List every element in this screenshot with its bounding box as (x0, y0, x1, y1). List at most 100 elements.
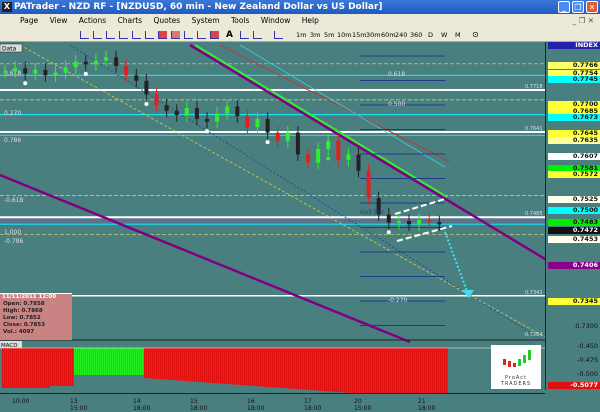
timeframe-3m[interactable]: 3m (310, 31, 321, 39)
macd-bar (394, 348, 396, 393)
macd-bar (272, 348, 274, 388)
macd-bar (356, 348, 358, 393)
timeframe-240[interactable]: 240 (395, 31, 408, 39)
close-button[interactable]: ✕ (586, 1, 598, 13)
timeframe-60m[interactable]: 60m (381, 31, 396, 39)
macd-bar (440, 348, 442, 393)
timeframe-W[interactable]: W (441, 31, 448, 39)
menu-system[interactable]: System (191, 16, 220, 25)
macd-bar (262, 348, 264, 387)
channel-tool-icon[interactable] (106, 31, 115, 39)
macd-bar (66, 348, 68, 386)
time-axis[interactable]: 10:00 13 15:00 14 18:00 15 18:00 16 18:00 17 … (0, 393, 545, 412)
timeframe-D[interactable]: D (428, 31, 434, 39)
macd-bar (424, 348, 426, 393)
timeframe-1m[interactable]: 1m (296, 31, 307, 39)
macd-bar (90, 348, 92, 375)
candle-body (33, 69, 38, 74)
trendline-tool-icon[interactable] (119, 31, 128, 39)
clock-icon[interactable]: ⊙ (472, 30, 479, 39)
macd-bar (70, 348, 72, 386)
rect-tool-icon[interactable] (158, 31, 167, 39)
timeframe-M[interactable]: M (455, 31, 461, 39)
green-trendline (194, 44, 448, 198)
menu-tools[interactable]: Tools (230, 16, 250, 25)
candle-body (285, 132, 290, 141)
macd-bar (150, 348, 152, 379)
macd-bar (144, 348, 146, 379)
menu-window[interactable]: Window (260, 16, 291, 25)
macd-bar (290, 348, 292, 389)
price-label: 0.7453 (548, 236, 600, 243)
macd-bar (138, 348, 140, 375)
menu-view[interactable]: View (49, 16, 68, 25)
price-chart[interactable]: 0.270 0.786 -0.618 1.000 -0.786 0.618 0.618 0.5… (0, 42, 545, 393)
fan-tool-icon[interactable] (132, 31, 141, 39)
menu-page[interactable]: Page (20, 16, 39, 25)
line-tool-icon[interactable] (93, 31, 102, 39)
fib-tool-icon[interactable] (145, 31, 154, 39)
candle-body (164, 105, 169, 111)
macd-bar (132, 348, 134, 375)
time-tick: 16 18:00 (247, 398, 265, 412)
cursor-tool-icon[interactable] (80, 31, 89, 39)
candle-body (23, 68, 28, 74)
candle-body (124, 66, 129, 76)
macd-bar (426, 348, 428, 393)
macd-bar (86, 348, 88, 375)
minimize-button[interactable]: _ (558, 1, 570, 13)
menu-charts[interactable]: Charts (117, 16, 143, 25)
macd-bar (348, 348, 350, 393)
macd-bar (92, 348, 94, 375)
macd-bar (100, 348, 102, 375)
timeframe-30m[interactable]: 30m (366, 31, 381, 39)
candle-body (275, 132, 280, 141)
macd-bar (106, 348, 108, 375)
macd-bar (328, 348, 330, 392)
macd-bar (376, 348, 378, 393)
macd-bar (306, 348, 308, 390)
macd-bar (366, 348, 368, 393)
macd-bar (176, 348, 178, 381)
signal-dot (386, 230, 391, 235)
cycle-tool-icon[interactable] (197, 31, 206, 39)
macd-bar (380, 348, 382, 393)
text-tool-icon[interactable]: A (226, 30, 233, 40)
timeframe-360[interactable]: 360 (410, 31, 423, 39)
macd-bar (444, 348, 446, 393)
mdi-controls[interactable]: _ ❐ ✕ (572, 16, 594, 25)
menu-help[interactable]: Help (301, 16, 319, 25)
macd-bar (84, 348, 86, 375)
marker-tool-icon[interactable] (210, 31, 219, 39)
macd-bar (118, 348, 120, 375)
macd-bar (180, 348, 182, 381)
info-datetime: 11/11/2011 12:00 (0, 293, 72, 301)
macd-bar (320, 348, 322, 391)
timeframe-10m[interactable]: 10m (337, 31, 352, 39)
menu-quotes[interactable]: Quotes (153, 16, 181, 25)
macd-bar (286, 348, 288, 389)
fib-ret-tool-icon[interactable] (253, 31, 262, 39)
menu-actions[interactable]: Actions (78, 16, 107, 25)
macd-bar (74, 348, 76, 375)
fib-label: -0.786 (4, 238, 24, 245)
timeframe-5m[interactable]: 5m (324, 31, 335, 39)
rect2-tool-icon[interactable] (171, 31, 180, 39)
macd-bar (2, 348, 4, 388)
data-legend[interactable]: Data (2, 46, 17, 53)
macd-bar (158, 348, 160, 380)
macd-bar (410, 348, 412, 393)
price-axis[interactable]: INDEX 0.7766 0.7754 0.7745 0.7700 0.7685 0.76… (545, 42, 600, 390)
fib-price-label: 0.7641 (525, 126, 543, 132)
pen-tool-icon[interactable] (274, 31, 283, 39)
fib-label: -0.618 (4, 197, 24, 204)
gann-tool-icon[interactable] (184, 31, 193, 39)
maximize-button[interactable]: ❐ (572, 1, 584, 13)
signal-dot (265, 140, 270, 145)
macd-bar (332, 348, 334, 392)
timeframe-15m[interactable]: 15m (352, 31, 367, 39)
fib-ext-tool-icon[interactable] (240, 31, 249, 39)
macd-bar (222, 348, 224, 384)
macd-bar (374, 348, 376, 393)
info-close: Close: 0.7853 (3, 322, 46, 328)
